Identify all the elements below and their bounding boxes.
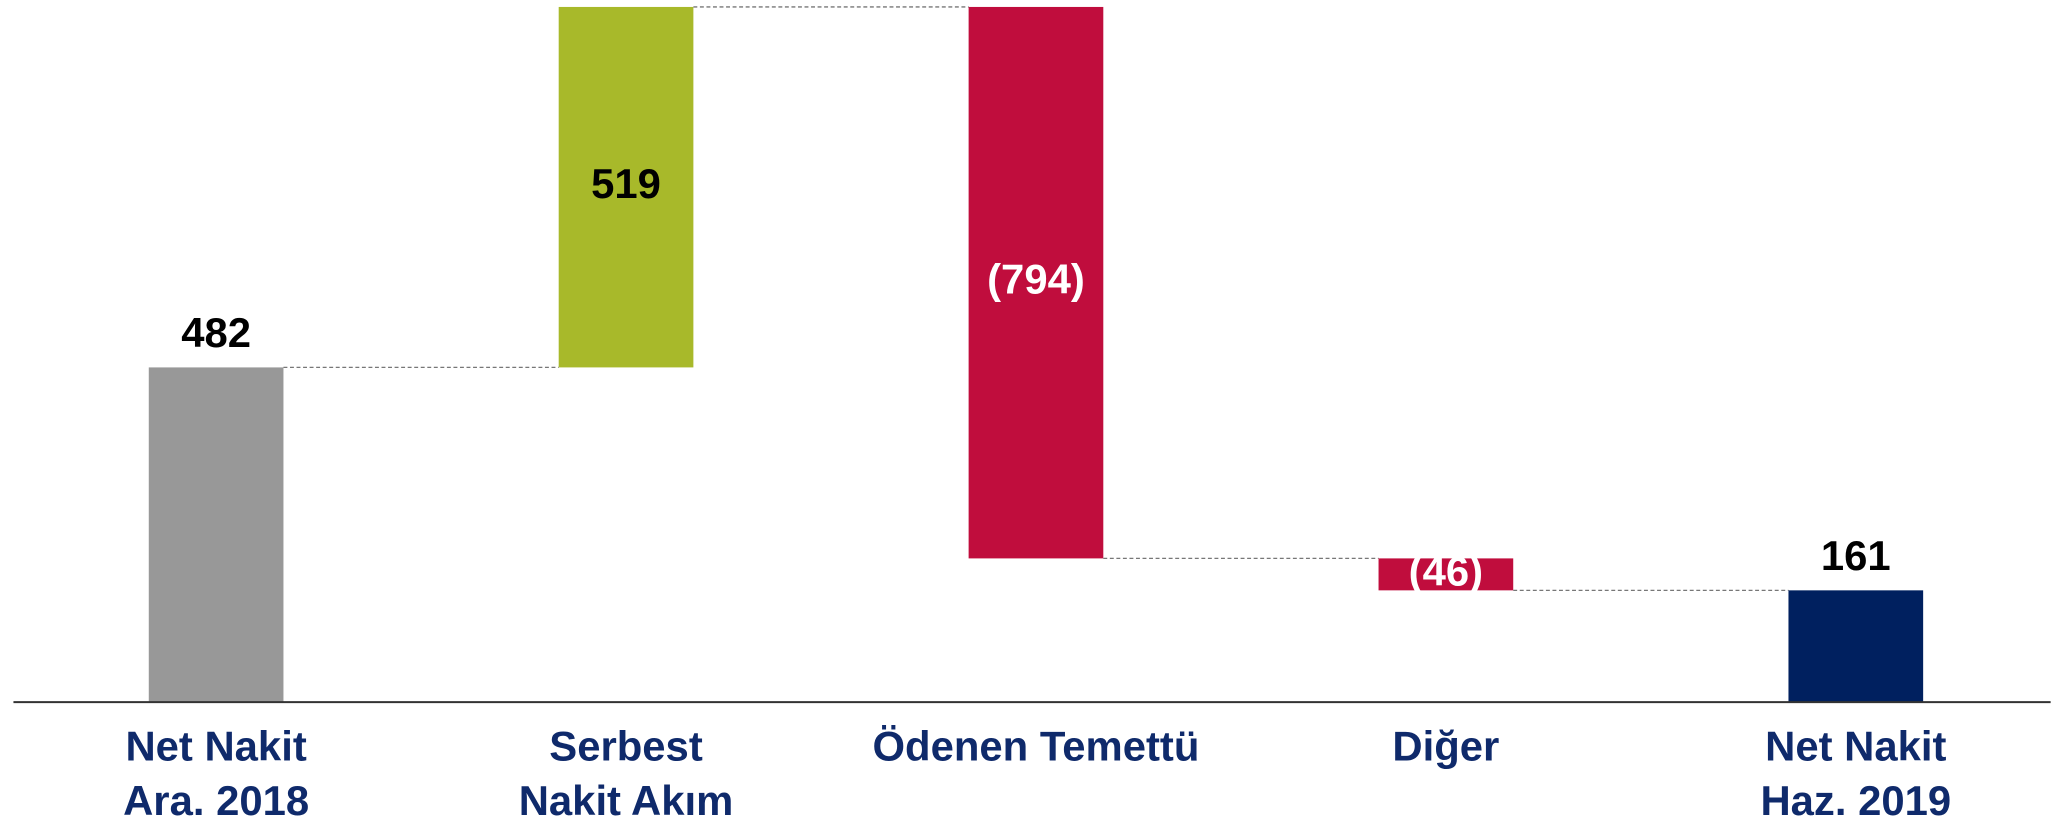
- bar: [968, 6, 1104, 559]
- x-tick-label: Diğer: [1392, 722, 1499, 769]
- x-tick-label: Serbest: [549, 722, 703, 769]
- bar: [1378, 558, 1514, 591]
- bar: [148, 367, 284, 703]
- x-tick-label: Nakit Akım: [519, 777, 734, 824]
- x-tick-label: Net Nakit: [1765, 722, 1946, 769]
- value-label: (46): [1409, 547, 1483, 594]
- value-label: 161: [1821, 532, 1891, 579]
- x-tick-label: Ödenen Temettü: [873, 722, 1200, 769]
- value-label: (794): [987, 256, 1085, 303]
- x-tick-label: Net Nakit: [125, 722, 306, 769]
- value-label: 482: [181, 309, 251, 356]
- x-tick-label: Ara. 2018: [123, 777, 309, 824]
- value-label: 519: [591, 160, 661, 207]
- bar: [1788, 590, 1924, 703]
- bar: [558, 6, 694, 368]
- x-tick-label: Haz. 2019: [1760, 777, 1951, 824]
